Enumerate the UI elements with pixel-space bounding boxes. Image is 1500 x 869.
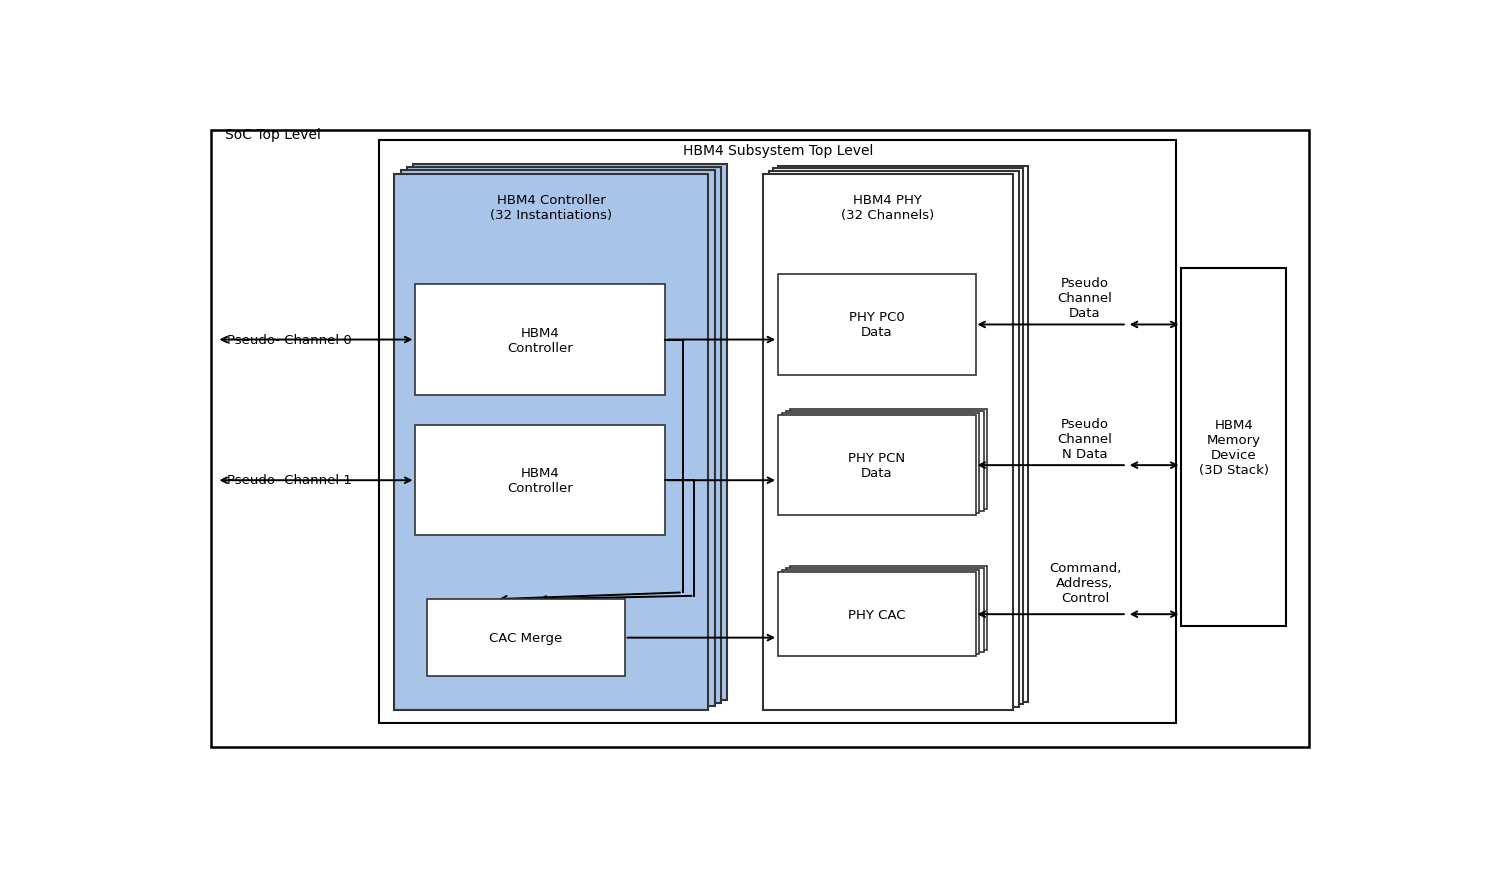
Bar (764, 175, 1012, 710)
Text: Pseudo
Channel
N Data: Pseudo Channel N Data (1058, 417, 1113, 461)
Bar (402, 171, 716, 706)
Bar (786, 411, 984, 512)
Text: HBM4 Subsystem Top Level: HBM4 Subsystem Top Level (682, 144, 873, 158)
Bar (394, 175, 708, 710)
Bar (782, 414, 980, 514)
Bar (1182, 269, 1286, 627)
Bar (413, 165, 728, 700)
Text: PHY PCN
Data: PHY PCN Data (849, 452, 906, 480)
Text: Pseudo- Channel 0: Pseudo- Channel 0 (228, 334, 352, 347)
Text: HBM4
Memory
Device
(3D Stack): HBM4 Memory Device (3D Stack) (1198, 418, 1269, 476)
Bar (778, 275, 975, 375)
Bar (406, 168, 722, 703)
Bar (416, 285, 666, 395)
Bar (768, 172, 1018, 707)
Text: HBM4
Controller: HBM4 Controller (507, 467, 573, 494)
Bar (789, 567, 987, 650)
Text: Pseudo- Channel 1: Pseudo- Channel 1 (228, 474, 352, 487)
Text: HBM4
Controller: HBM4 Controller (507, 326, 573, 355)
Bar (380, 141, 1176, 723)
Bar (782, 571, 980, 654)
Bar (778, 167, 1028, 702)
Text: CAC Merge: CAC Merge (489, 632, 562, 645)
Text: HBM4 Controller
(32 Instantiations): HBM4 Controller (32 Instantiations) (490, 194, 612, 222)
Text: PHY PC0
Data: PHY PC0 Data (849, 311, 904, 339)
Bar (778, 415, 975, 516)
Text: Pseudo
Channel
Data: Pseudo Channel Data (1058, 277, 1113, 320)
Bar (774, 169, 1023, 705)
Bar (789, 409, 987, 510)
Bar (786, 568, 984, 653)
Text: HBM4 PHY
(32 Channels): HBM4 PHY (32 Channels) (840, 194, 934, 222)
Text: PHY CAC: PHY CAC (847, 608, 906, 621)
Text: SoC Top Level: SoC Top Level (225, 128, 321, 142)
Text: Command,
Address,
Control: Command, Address, Control (1048, 561, 1120, 604)
Bar (427, 600, 624, 676)
Bar (778, 573, 975, 656)
Bar (416, 426, 666, 536)
